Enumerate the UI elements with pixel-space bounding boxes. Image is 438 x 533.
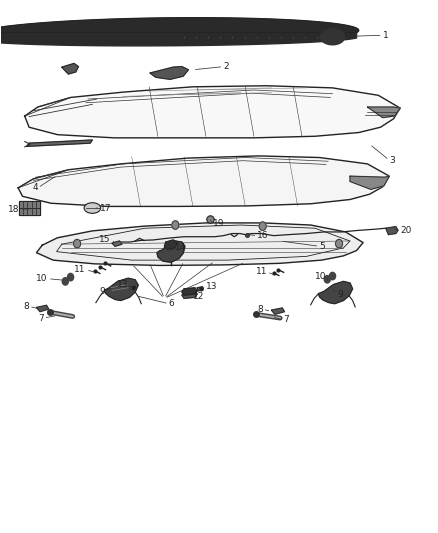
Text: 11: 11 — [255, 268, 267, 276]
Text: 3: 3 — [389, 156, 395, 165]
Text: 10: 10 — [36, 274, 48, 283]
Polygon shape — [25, 86, 400, 138]
Text: 1: 1 — [383, 31, 389, 40]
Polygon shape — [182, 288, 197, 295]
Text: 16: 16 — [258, 231, 269, 240]
Polygon shape — [182, 290, 197, 298]
Polygon shape — [157, 241, 185, 262]
Text: 6: 6 — [169, 299, 174, 308]
Polygon shape — [197, 287, 203, 291]
Text: 5: 5 — [319, 242, 325, 251]
Circle shape — [74, 239, 81, 248]
Ellipse shape — [84, 203, 101, 213]
Text: 7: 7 — [38, 313, 43, 322]
Polygon shape — [350, 176, 389, 189]
Polygon shape — [105, 278, 138, 301]
Text: 13: 13 — [206, 282, 217, 291]
Text: 11: 11 — [74, 265, 86, 274]
Circle shape — [172, 221, 179, 229]
Text: 2: 2 — [223, 62, 229, 71]
Polygon shape — [36, 223, 363, 265]
Text: 10: 10 — [314, 272, 326, 280]
Circle shape — [329, 272, 336, 280]
Circle shape — [62, 278, 68, 285]
Text: 7: 7 — [284, 315, 290, 324]
Text: 4: 4 — [32, 183, 38, 192]
Text: 8: 8 — [23, 302, 29, 311]
Polygon shape — [19, 200, 40, 215]
Polygon shape — [272, 308, 285, 314]
Polygon shape — [386, 227, 398, 235]
Polygon shape — [27, 140, 92, 147]
Polygon shape — [36, 305, 49, 312]
Text: 8: 8 — [257, 304, 263, 313]
Text: 18: 18 — [7, 205, 19, 214]
Text: 13: 13 — [117, 280, 128, 289]
Text: 19: 19 — [213, 220, 225, 229]
Polygon shape — [130, 286, 136, 290]
Circle shape — [324, 276, 330, 283]
Text: 15: 15 — [99, 236, 111, 245]
Circle shape — [259, 222, 266, 230]
Polygon shape — [164, 240, 177, 249]
Polygon shape — [367, 107, 400, 118]
Text: 9: 9 — [337, 289, 343, 298]
Polygon shape — [62, 63, 78, 74]
Text: 12: 12 — [193, 292, 204, 301]
Text: 17: 17 — [100, 204, 112, 213]
Circle shape — [67, 273, 74, 281]
Polygon shape — [320, 29, 345, 45]
Polygon shape — [150, 67, 188, 79]
Polygon shape — [112, 241, 122, 246]
Polygon shape — [0, 18, 359, 46]
Polygon shape — [18, 156, 389, 206]
Polygon shape — [318, 281, 353, 304]
Text: 9: 9 — [100, 287, 106, 296]
Text: 20: 20 — [400, 226, 412, 235]
Circle shape — [336, 239, 343, 248]
Text: 14: 14 — [175, 244, 187, 253]
